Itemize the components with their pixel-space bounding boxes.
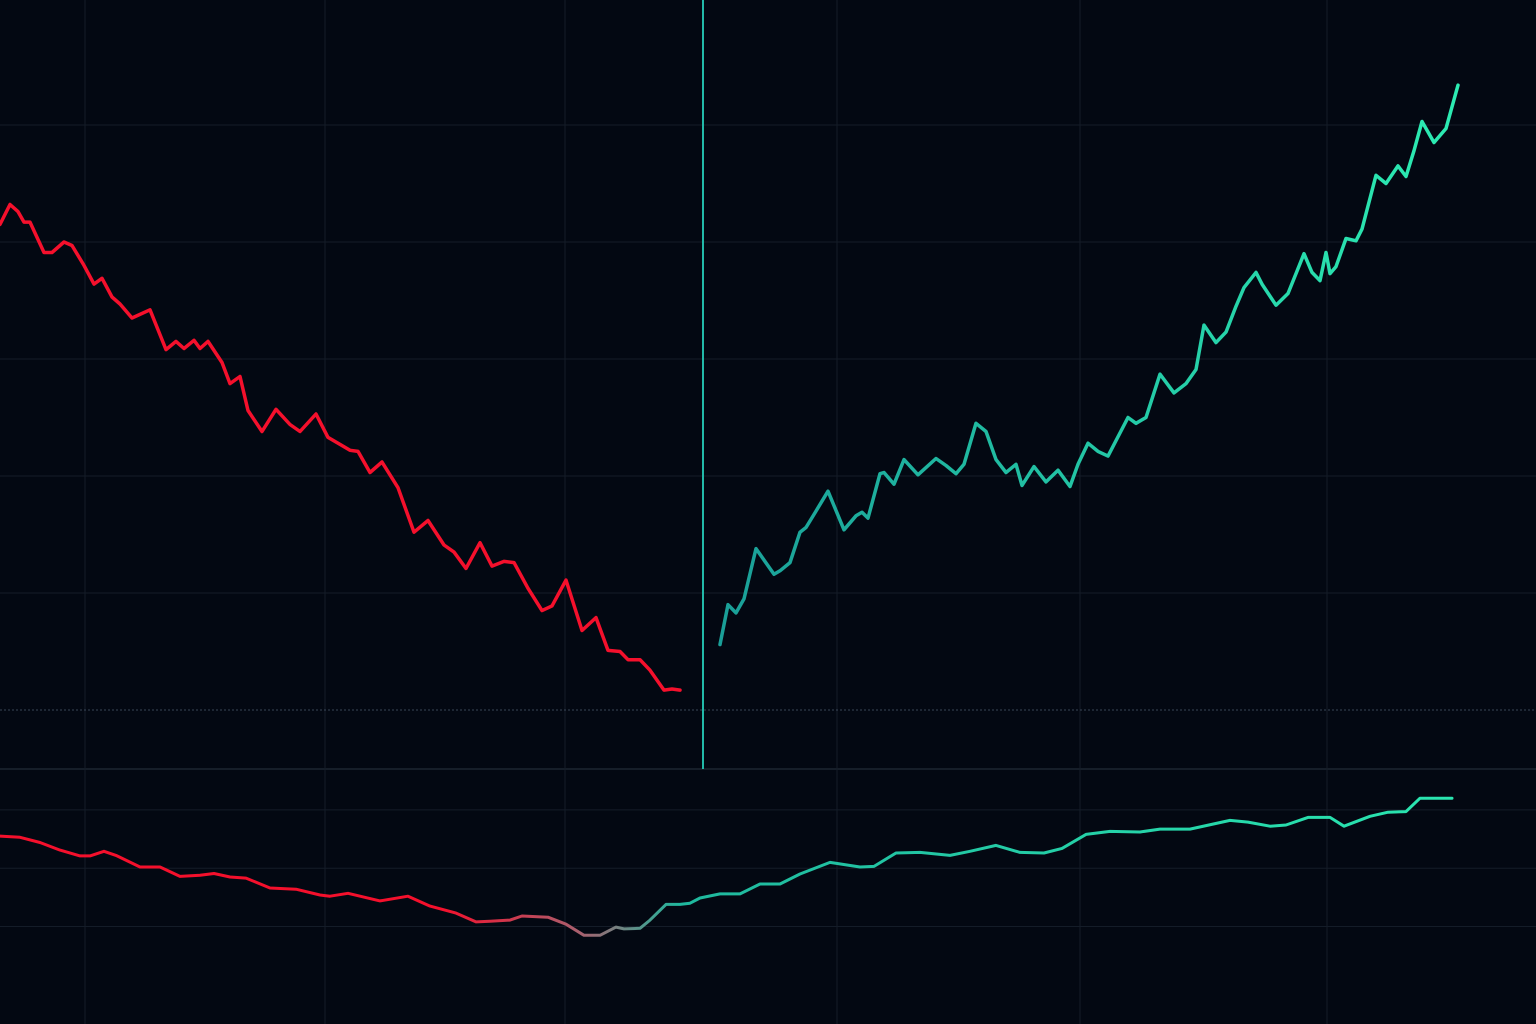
series-line [0,796,1454,937]
series-line [718,83,1460,647]
series-line [0,202,682,692]
